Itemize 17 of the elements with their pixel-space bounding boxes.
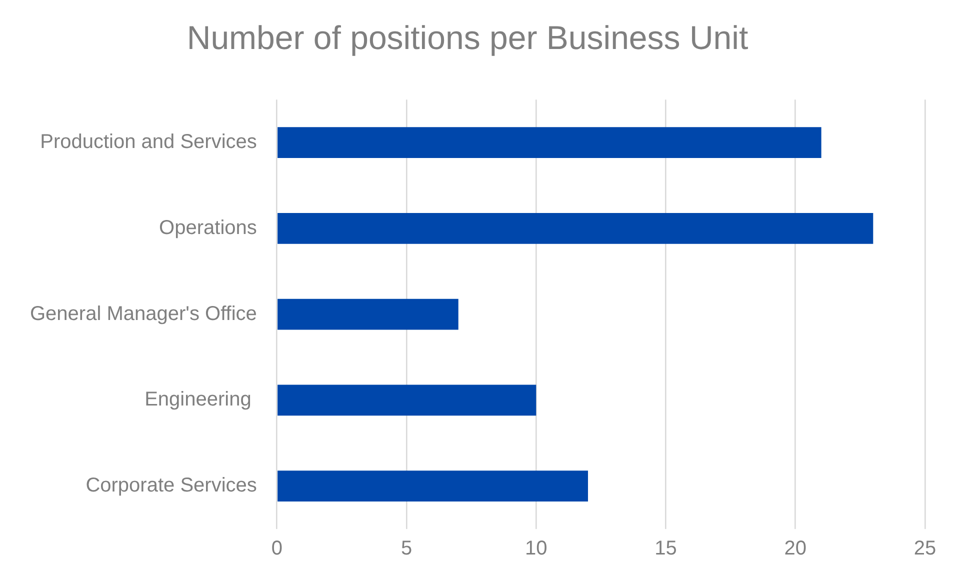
chart-title: Number of positions per Business Unit bbox=[186, 18, 748, 56]
bar bbox=[278, 298, 458, 330]
bar bbox=[278, 470, 588, 502]
bar bbox=[278, 127, 822, 158]
x-tick-label: 0 bbox=[271, 538, 282, 560]
x-tick-label: 20 bbox=[784, 538, 807, 560]
y-tick-label: Production and Services bbox=[40, 131, 257, 154]
x-tick-label: 25 bbox=[914, 538, 936, 560]
y-tick-label: Engineering bbox=[144, 388, 257, 411]
x-tick-label: 15 bbox=[654, 538, 677, 560]
y-tick-label: General Manager's Office bbox=[30, 302, 257, 325]
y-tick-label: Operations bbox=[159, 216, 257, 239]
x-tick-label: 10 bbox=[525, 538, 548, 560]
bar bbox=[278, 384, 536, 416]
x-tick-label: 5 bbox=[400, 538, 412, 560]
bar bbox=[278, 212, 874, 244]
y-tick-label: Corporate Services bbox=[86, 474, 257, 497]
